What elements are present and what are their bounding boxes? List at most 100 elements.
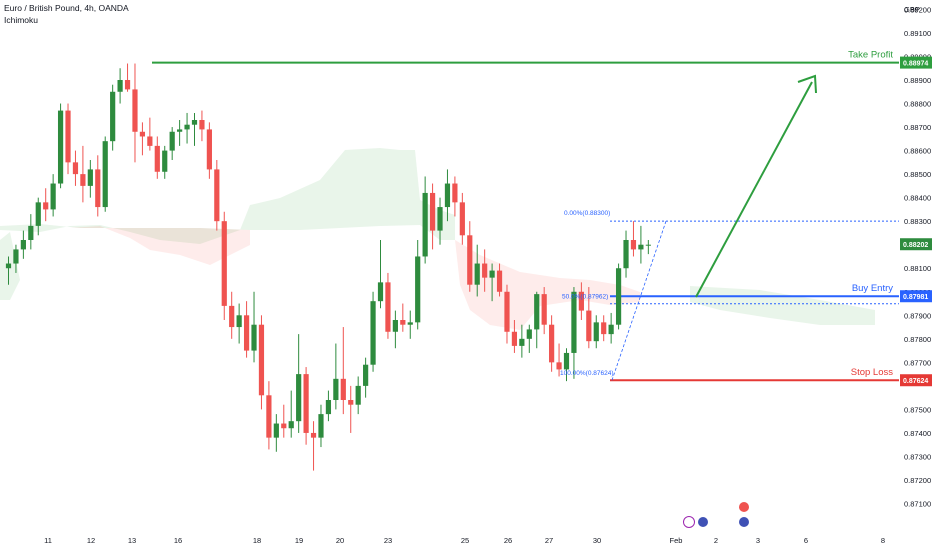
candle-body: [102, 141, 108, 208]
cloud-bear: [40, 226, 250, 265]
x-tick-label: 30: [593, 536, 601, 545]
y-tick-label: 0.88800: [904, 100, 931, 109]
y-tick-label: 0.87400: [904, 429, 931, 438]
fib-label-0: 0.00%(0.88300): [564, 210, 610, 217]
level-label-1: Buy Entry: [852, 283, 893, 294]
x-tick-label: 8: [881, 536, 885, 545]
candle-body: [630, 240, 637, 250]
x-tick-label: 13: [128, 536, 136, 545]
candle-body: [385, 282, 391, 332]
flash-event-icon: [683, 516, 695, 528]
currency-label: GBP: [904, 5, 920, 14]
x-tick-label: 27: [545, 536, 553, 545]
eu-event-icon: [698, 517, 708, 527]
x-tick-label: 3: [756, 536, 760, 545]
candle-body: [206, 129, 212, 170]
x-tick-label: Feb: [670, 536, 683, 545]
candle-body: [370, 301, 376, 365]
candles: [5, 63, 651, 471]
candle-body: [392, 320, 398, 332]
candle-body: [534, 294, 540, 330]
candle-body: [578, 291, 584, 311]
y-tick-label: 0.88400: [904, 194, 931, 203]
indicator-label: Ichimoku: [4, 15, 39, 25]
candle-body: [243, 315, 250, 351]
candle-body: [429, 192, 436, 231]
candle-body: [236, 315, 242, 328]
price-tag-label-1: 0.87981: [903, 294, 928, 301]
candle-body: [154, 145, 160, 172]
candle-body: [333, 378, 339, 400]
y-axis: 0.892000.891000.890000.889000.888000.887…: [900, 5, 932, 509]
fib-label-1: 50.0%(0.87962): [562, 294, 608, 301]
candle-body: [20, 240, 26, 250]
cloud-bull-2: [690, 286, 875, 325]
y-tick-label: 0.89100: [904, 29, 931, 38]
y-tick-label: 0.87700: [904, 358, 931, 367]
candle-body: [221, 221, 227, 306]
candle-body: [355, 385, 361, 405]
candle-body: [266, 395, 272, 438]
price-tag-label-0: 0.88974: [903, 61, 928, 68]
candle-body: [169, 131, 175, 151]
candle-body: [251, 324, 257, 351]
x-tick-label: 18: [253, 536, 261, 545]
y-tick-label: 0.88500: [904, 170, 931, 179]
level-label-0: Take Profit: [848, 50, 893, 61]
candle-body: [310, 432, 317, 438]
candle-body: [57, 110, 64, 184]
candle-body: [415, 256, 421, 323]
candle-body: [444, 183, 451, 208]
price-tag-3: [900, 238, 932, 251]
annotations: 0.00%(0.88300) 50.0%(0.87962) 100.00%(0.87…: [560, 74, 817, 381]
candle-body: [645, 244, 651, 246]
x-tick-label: 19: [295, 536, 303, 545]
price-tag-0: [900, 56, 932, 69]
candle-body: [601, 322, 607, 335]
candle-body: [184, 124, 190, 130]
event-icons[interactable]: [683, 502, 750, 528]
y-tick-label: 0.89200: [904, 5, 931, 14]
candle-body: [489, 270, 495, 278]
candle-body: [87, 169, 93, 186]
candle-body: [177, 129, 183, 132]
candle-body: [511, 331, 518, 346]
price-tag-2: [900, 374, 932, 387]
price-tag-label-2: 0.87624: [903, 378, 928, 385]
y-tick-label: 0.87500: [904, 405, 931, 414]
arrow-head: [797, 74, 817, 94]
candle-body: [273, 423, 279, 438]
price-tag-1: [900, 290, 932, 303]
candle-body: [191, 120, 198, 125]
candle-body: [43, 202, 49, 210]
candle-body: [5, 263, 12, 269]
candle-body: [615, 268, 622, 325]
candle-body: [162, 150, 168, 172]
candle-body: [214, 169, 220, 222]
ichimoku-cloud: [0, 148, 875, 330]
x-tick-label: 12: [87, 536, 95, 545]
candle-body: [50, 183, 56, 210]
cloud-bear-2: [455, 240, 640, 330]
y-tick-label: 0.88700: [904, 123, 931, 132]
x-tick-label: 11: [44, 536, 52, 545]
x-tick-label: 20: [336, 536, 344, 545]
candle-body: [281, 423, 287, 429]
candle-body: [348, 400, 354, 405]
candle-body: [13, 249, 19, 264]
candle-body: [452, 183, 458, 203]
eu-event-icon-2: [739, 517, 749, 527]
y-tick-label: 0.87900: [904, 311, 931, 320]
candle-body: [526, 329, 532, 339]
candle-body: [124, 80, 131, 90]
candle-body: [556, 362, 562, 370]
candle-body: [35, 202, 41, 226]
candle-body: [407, 322, 413, 325]
candle-body: [482, 263, 488, 278]
x-tick-label: 26: [504, 536, 512, 545]
x-axis: 11 12 13 16 18 19 20 23 25 26 27 30 Feb 2 3 6 8: [44, 536, 885, 545]
fib-label-2: 100.00%(0.87624): [560, 370, 614, 377]
candle-body: [459, 202, 465, 236]
candle-body: [199, 120, 205, 130]
